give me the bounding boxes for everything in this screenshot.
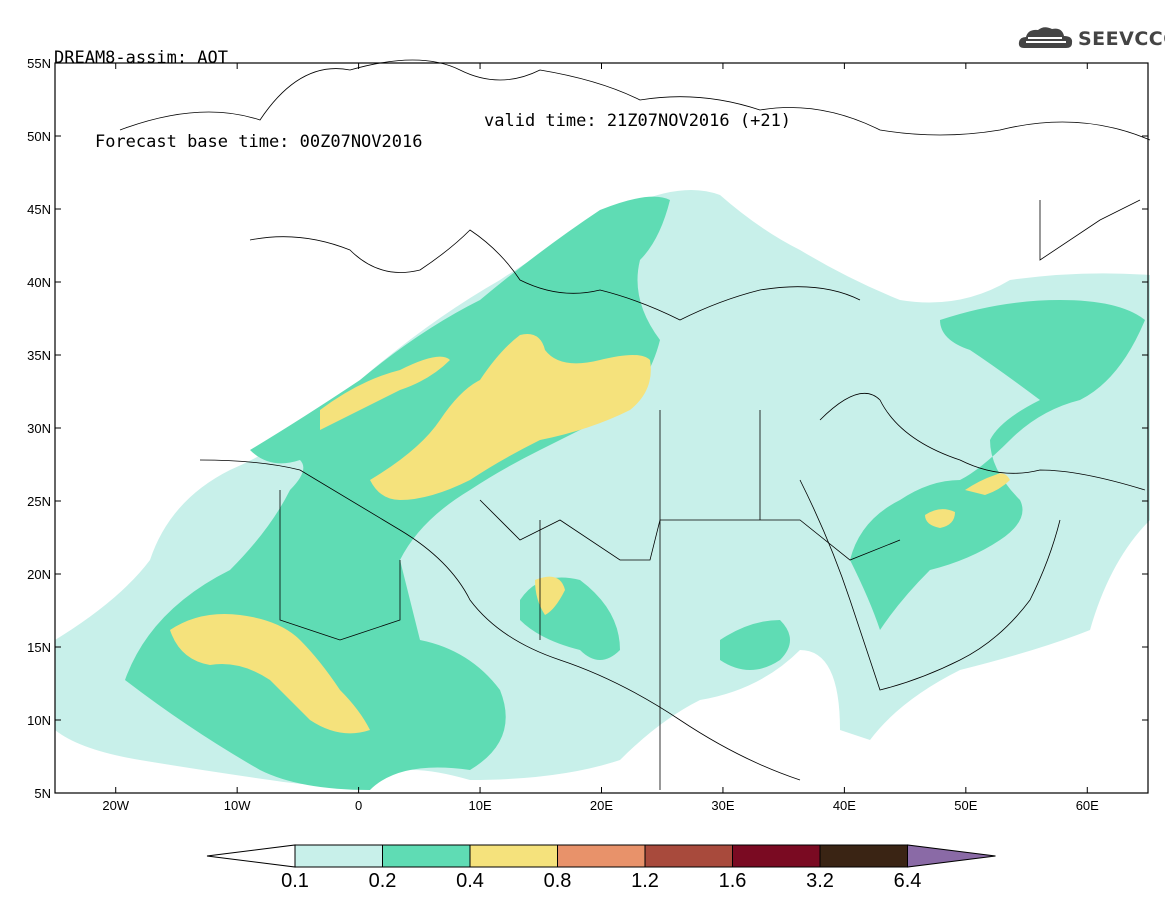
logo-text: SEEVCCC [1078,28,1165,50]
lat-tick-label: 55N [27,56,51,71]
aot-band-0.4 [170,334,1010,734]
lon-tick-label: 20E [590,798,613,813]
colorbar-level-label: 0.1 [281,870,309,892]
country-borders [119,59,1151,790]
aot-contours [55,190,1150,790]
lat-tick-label: 45N [27,202,51,217]
lon-tick-label: 20W [102,798,129,813]
map-header: DREAM8-assim: AOT Forecast base time: 00… [54,6,791,153]
lat-tick-label: 15N [27,640,51,655]
colorbar-level-label: 1.6 [718,870,747,892]
colorbar-level-label: 0.4 [456,870,484,892]
lon-tick-label: 0 [355,798,362,813]
colorbar-level-label: 0.8 [543,870,572,892]
lat-tick-label: 30N [27,421,51,436]
lon-tick-label: 40E [833,798,856,813]
lat-tick-label: 40N [27,275,51,290]
lat-tick-label: 50N [27,129,51,144]
lat-tick-label: 25N [27,494,51,509]
lat-tick-label: 20N [27,567,51,582]
cloud-icon [1018,27,1073,48]
lat-tick-label: 5N [34,786,51,801]
base-time: Forecast base time: 00Z07NOV2016 [94,132,423,152]
lat-tick-label: 35N [27,348,51,363]
colorbar-level-label: 3.2 [806,870,834,892]
seevccc-logo: SEEVCCC [1016,24,1165,54]
lat-tick-label: 10N [27,713,51,728]
colorbar-level-label: 6.4 [893,870,922,892]
lon-tick-label: 10W [224,798,251,813]
lon-tick-label: 50E [954,798,977,813]
lon-tick-label: 60E [1076,798,1099,813]
lon-tick-label: 30E [711,798,734,813]
lon-tick-label: 10E [468,798,491,813]
valid-time: valid time: 21Z07NOV2016 (+21) [484,111,792,131]
colorbar-level-label: 0.2 [368,870,397,892]
axis-ticks: 20W 10W 0 10E 20E 30E 40E 50E 60E 55N 50N 45N 40N 35N… [27,56,1148,813]
colorbar-level-label: 1.2 [631,870,659,892]
